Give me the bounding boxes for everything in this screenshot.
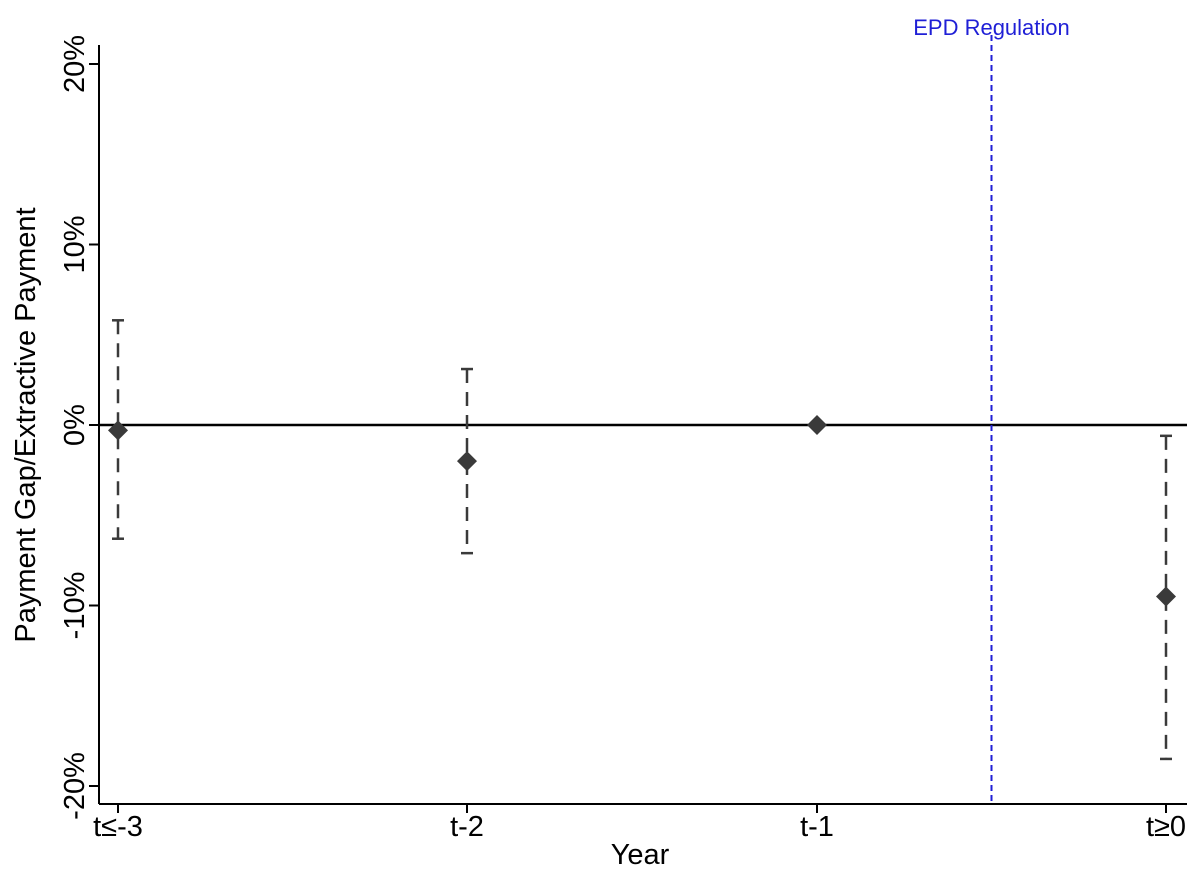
point-estimate-marker xyxy=(457,451,477,472)
point-estimate-marker xyxy=(807,415,827,435)
point-estimates-group xyxy=(108,415,1176,607)
y-tick-label: -10% xyxy=(59,572,91,640)
x-tick-label: t-2 xyxy=(450,811,484,843)
point-estimate-marker xyxy=(108,420,128,441)
x-axis-title: Year xyxy=(611,839,670,871)
y-tick-label: 20% xyxy=(59,35,91,93)
x-tick-label: t-1 xyxy=(800,811,834,843)
y-axis-title: Payment Gap/Extractive Payment xyxy=(10,207,42,642)
x-tick-label: t≥0 xyxy=(1146,811,1186,843)
axes-group: -20% -10% 0% 10% 20% t≤-3 t-2 t-1 t≥0 xyxy=(59,35,1187,843)
x-tick-label: t≤-3 xyxy=(93,811,143,843)
confidence-intervals-group xyxy=(112,319,1172,761)
y-tick-label: 0% xyxy=(59,404,91,446)
y-tick-label: -20% xyxy=(59,752,91,820)
point-estimate-marker xyxy=(1156,586,1176,607)
event-line-label: EPD Regulation xyxy=(913,15,1070,40)
y-tick-label: 10% xyxy=(59,215,91,273)
labels-group: Payment Gap/Extractive Payment Year xyxy=(10,207,670,871)
reference-lines-group: EPD Regulation xyxy=(99,15,1187,804)
